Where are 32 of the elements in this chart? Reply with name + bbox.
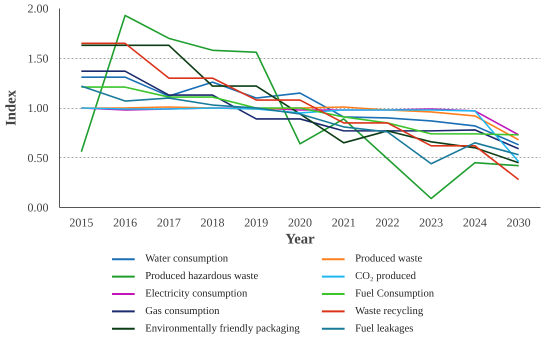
line-series bbox=[80, 107, 520, 163]
legend-label: Water consumption bbox=[145, 254, 229, 265]
legend-label: Environmentally friendly packaging bbox=[145, 323, 300, 334]
x-tick-label: 2016 bbox=[113, 216, 138, 230]
x-tick-label: 2030 bbox=[506, 216, 531, 230]
x-tick-label: 2021 bbox=[332, 216, 356, 230]
y-axis-title: Index bbox=[4, 89, 20, 126]
legend-label: Fuel Consumption bbox=[355, 288, 435, 300]
legend-label: Fuel leakages bbox=[355, 323, 414, 334]
x-tick-label: 2024 bbox=[462, 216, 487, 230]
line-series bbox=[80, 14, 520, 200]
legend-label: Electricity consumption bbox=[145, 288, 248, 300]
y-tick-label: 1.00 bbox=[28, 101, 48, 115]
x-tick-label: 2015 bbox=[69, 216, 94, 230]
legend-label: Produced hazardous waste bbox=[145, 271, 259, 282]
x-tick-label: 2020 bbox=[288, 216, 312, 230]
x-tick-label: 2023 bbox=[419, 216, 444, 230]
x-tick-label: 2019 bbox=[244, 216, 268, 230]
line-series bbox=[80, 85, 520, 165]
x-tick-label: 2022 bbox=[375, 216, 400, 230]
y-tick-label: 0.00 bbox=[28, 200, 48, 214]
x-axis-title: Year bbox=[285, 232, 316, 248]
legend-label: CO₂ produced bbox=[355, 271, 417, 282]
line-series bbox=[80, 86, 520, 136]
y-tick-label: 2.00 bbox=[28, 2, 48, 16]
y-tick-label: 1.50 bbox=[28, 51, 48, 66]
legend-label: Gas consumption bbox=[145, 306, 220, 317]
x-tick-label: 2018 bbox=[200, 216, 225, 230]
legend-label: Produced waste bbox=[355, 254, 423, 265]
y-tick-label: 0.50 bbox=[28, 150, 48, 165]
x-tick-label: 2017 bbox=[156, 216, 181, 230]
legend-label: Waste recycling bbox=[355, 306, 424, 317]
